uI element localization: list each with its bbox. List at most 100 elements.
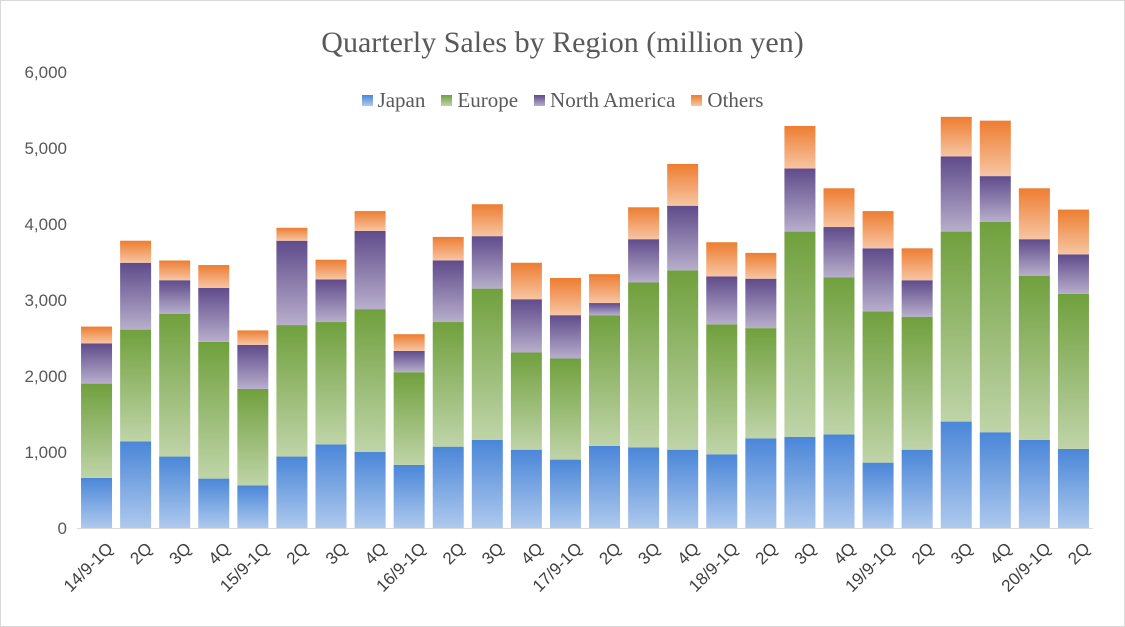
bar-segment-north-america [81,343,113,384]
legend-item-north-america: North America [534,88,675,113]
x-tick-label: 3Q [947,539,976,568]
bar-segment-others [784,125,816,169]
bar-segment-europe [432,322,464,447]
bar-segment-others [198,265,230,288]
bar-segment-north-america [159,280,191,314]
legend-swatch-europe [441,95,453,106]
bar-segment-north-america [667,205,699,271]
bar-segment-others [354,211,386,231]
x-tick-label: 2Q [126,539,155,568]
x-tick-label: 2Q [752,539,781,568]
bar-segment-japan [432,446,464,528]
bar-segment-north-america [628,239,660,283]
x-tick-label: 3Q [634,539,663,568]
bar-segment-japan [1018,439,1050,528]
bar-segment-europe [237,388,269,486]
bar-segment-japan [354,452,386,528]
bar-segment-japan [1057,448,1089,528]
bar-segment-europe [784,231,816,437]
x-tick-label: 3Q [166,539,195,568]
bar-segment-others [432,236,464,261]
legend-label-north-america: North America [550,88,676,112]
x-tick-label: 3Q [322,539,351,568]
x-tick-label: 2Q [595,539,624,568]
bar-segment-europe [1057,293,1089,449]
x-tick-label: 2Q [283,539,312,568]
bar-segment-japan [315,444,347,528]
legend-swatch-north-america [534,95,546,106]
bar-segment-europe [901,316,933,450]
bar-segment-north-america [471,236,503,289]
legend-swatch-others [691,95,703,106]
bar-segment-europe [315,322,347,445]
bar-segment-others [276,227,308,241]
bar-segment-north-america [745,278,777,329]
bar-segment-europe [159,313,191,457]
bar-segment-north-america [198,287,230,342]
bar-segment-europe [354,309,386,452]
y-tick-label: 2,000 [24,367,67,386]
legend-label-others: Others [707,88,764,112]
bar-segment-others [628,207,660,240]
bar-segment-japan [862,462,894,528]
bar-segment-others [940,116,972,157]
bar-segment-japan [198,478,230,528]
bar-segment-europe [120,329,152,442]
y-tick-label: 0 [58,519,67,538]
legend-swatch-japan [361,95,373,106]
bar-segment-north-america [237,344,269,389]
x-tick-label: 4Q [830,539,859,568]
legend-item-others: Others [691,88,763,113]
bar-segment-north-america [276,240,308,326]
bar-segment-north-america [823,227,855,278]
bar-segment-others [471,204,503,237]
chart-title: Quarterly Sales by Region (million yen) [321,26,804,59]
bar-segment-europe [628,282,660,448]
bar-segment-japan [276,456,308,528]
bar-segment-europe [471,288,503,440]
legend-item-europe: Europe [441,88,518,113]
x-tick-label: 2Q [439,539,468,568]
bar-segment-others [81,326,113,344]
bar-segment-north-america [120,262,152,330]
bar-segment-europe [979,221,1011,433]
bar-segment-japan [745,438,777,528]
bar-segment-japan [589,445,621,528]
bar-segment-europe [81,383,113,478]
bar-segment-japan [510,449,542,528]
bar-segment-north-america [1018,239,1050,276]
x-tick-label: 4Q [986,539,1015,568]
bar-segment-others [667,163,699,206]
bar-segment-europe [510,352,542,450]
y-tick-label: 1,000 [24,443,67,462]
bar-segment-north-america [393,350,425,373]
bar-segment-north-america [862,248,894,312]
bar-segment-japan [706,454,738,528]
x-tick-label: 4Q [361,539,390,568]
chart-legend: Japan Europe North America Others [0,88,1125,113]
bar-segment-others [237,330,269,345]
bar-segment-others [510,262,542,300]
legend-item-japan: Japan [361,88,425,113]
bar-segment-others [1018,188,1050,240]
x-tick-label: 3Q [478,539,507,568]
bar-segment-japan [940,421,972,528]
bar-segment-others [315,259,347,280]
bar-segment-japan [393,464,425,528]
bar-segment-north-america [549,315,581,359]
bar-segment-europe [862,311,894,463]
bar-segment-north-america [354,230,386,310]
bar-segment-japan [237,485,269,528]
x-tick-label: 3Q [791,539,820,568]
bar-segment-north-america [901,280,933,317]
bar-segment-others [393,334,425,351]
bar-segment-europe [589,315,621,446]
x-tick-label: 2Q [908,539,937,568]
x-tick-label: 4Q [205,539,234,568]
bar-segment-north-america [315,279,347,323]
y-tick-label: 4,000 [24,215,67,234]
x-tick-label: 2Q [1064,539,1093,568]
bar-segment-north-america [784,168,816,232]
bar-segment-europe [1018,275,1050,440]
